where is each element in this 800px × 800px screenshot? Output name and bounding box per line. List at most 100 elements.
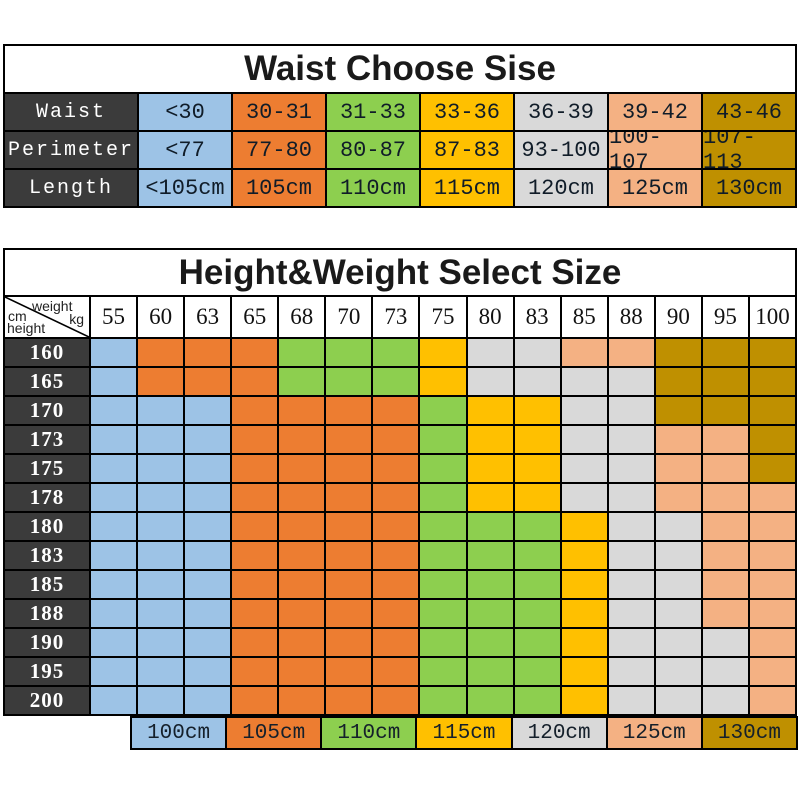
- matrix-cell: [279, 426, 325, 453]
- weight-header-cell: 95: [702, 297, 748, 337]
- weight-header-cell: 100: [749, 297, 795, 337]
- matrix-cell: [138, 455, 184, 482]
- matrix-cell: [702, 571, 748, 598]
- matrix-cell: [655, 542, 701, 569]
- matrix-cell: [561, 397, 607, 424]
- weight-header-cell: 68: [279, 297, 325, 337]
- matrix-cell: [514, 426, 560, 453]
- weight-header-cell: 88: [608, 297, 654, 337]
- height-row-label: 188: [5, 600, 89, 627]
- weight-header-cell: 80: [467, 297, 513, 337]
- matrix-cell: [373, 368, 419, 395]
- waist-value-cell: 87-83: [421, 132, 513, 168]
- matrix-cell: [749, 368, 795, 395]
- waist-value-cell: 100-107: [609, 132, 701, 168]
- matrix-cell: [467, 629, 513, 656]
- waist-value-cell: 30-31: [233, 94, 325, 130]
- matrix-cell: [467, 600, 513, 627]
- matrix-cell: [232, 658, 278, 685]
- matrix-cell: [655, 397, 701, 424]
- waist-value-cell: 31-33: [327, 94, 419, 130]
- height-row-label: 183: [5, 542, 89, 569]
- matrix-cell: [279, 687, 325, 714]
- matrix-cell: [185, 339, 231, 366]
- matrix-cell: [655, 426, 701, 453]
- matrix-cell: [420, 600, 466, 627]
- waist-value-cell: 130cm: [703, 170, 795, 206]
- matrix-cell: [420, 629, 466, 656]
- matrix-cell: [655, 687, 701, 714]
- matrix-cell: [138, 426, 184, 453]
- matrix-cell: [373, 658, 419, 685]
- matrix-cell: [185, 397, 231, 424]
- matrix-cell: [467, 426, 513, 453]
- matrix-cell: [420, 687, 466, 714]
- matrix-cell: [185, 455, 231, 482]
- matrix-cell: [326, 571, 372, 598]
- height-row-label: 175: [5, 455, 89, 482]
- matrix-cell: [232, 339, 278, 366]
- matrix-cell: [138, 687, 184, 714]
- matrix-cell: [514, 455, 560, 482]
- matrix-cell: [185, 629, 231, 656]
- matrix-cell: [138, 339, 184, 366]
- matrix-cell: [91, 600, 137, 627]
- weight-header-cell: 75: [420, 297, 466, 337]
- matrix-cell: [749, 658, 795, 685]
- matrix-cell: [373, 600, 419, 627]
- matrix-cell: [185, 542, 231, 569]
- matrix-cell: [514, 600, 560, 627]
- matrix-cell: [138, 513, 184, 540]
- matrix-cell: [232, 629, 278, 656]
- height-weight-table: Height&Weight Select Size cm weight heig…: [3, 248, 797, 716]
- matrix-cell: [749, 687, 795, 714]
- waist-value-cell: 36-39: [515, 94, 607, 130]
- weight-header-cell: 60: [138, 297, 184, 337]
- corner-unit-cm: cm: [8, 308, 27, 324]
- matrix-cell: [326, 397, 372, 424]
- matrix-cell: [232, 542, 278, 569]
- matrix-cell: [749, 629, 795, 656]
- matrix-cell: [467, 397, 513, 424]
- matrix-cell: [373, 542, 419, 569]
- matrix-cell: [232, 571, 278, 598]
- waist-table-title: Waist Choose Sise: [5, 46, 795, 92]
- matrix-cell: [373, 629, 419, 656]
- matrix-cell: [373, 455, 419, 482]
- matrix-cell: [702, 513, 748, 540]
- waist-row-label: Length: [5, 170, 137, 206]
- matrix-cell: [326, 426, 372, 453]
- matrix-cell: [608, 455, 654, 482]
- height-weight-title: Height&Weight Select Size: [5, 250, 795, 295]
- matrix-cell: [749, 397, 795, 424]
- matrix-cell: [702, 658, 748, 685]
- matrix-cell: [467, 339, 513, 366]
- matrix-cell: [420, 426, 466, 453]
- matrix-cell: [326, 542, 372, 569]
- axis-corner-cell: cm weight height kg: [5, 297, 89, 337]
- matrix-cell: [232, 600, 278, 627]
- matrix-cell: [702, 455, 748, 482]
- waist-value-cell: 120cm: [515, 170, 607, 206]
- corner-unit-kg: kg: [69, 311, 84, 327]
- corner-axis-height: height: [7, 320, 46, 336]
- matrix-cell: [279, 455, 325, 482]
- matrix-cell: [749, 600, 795, 627]
- matrix-cell: [702, 368, 748, 395]
- matrix-cell: [138, 542, 184, 569]
- matrix-cell: [138, 658, 184, 685]
- matrix-cell: [702, 397, 748, 424]
- matrix-cell: [185, 658, 231, 685]
- matrix-cell: [326, 368, 372, 395]
- matrix-cell: [561, 542, 607, 569]
- matrix-cell: [514, 368, 560, 395]
- matrix-cell: [185, 687, 231, 714]
- matrix-cell: [608, 368, 654, 395]
- matrix-cell: [702, 600, 748, 627]
- matrix-cell: [655, 368, 701, 395]
- matrix-cell: [561, 484, 607, 511]
- matrix-cell: [185, 571, 231, 598]
- matrix-cell: [91, 687, 137, 714]
- legend-item: 130cm: [700, 718, 796, 748]
- matrix-cell: [514, 513, 560, 540]
